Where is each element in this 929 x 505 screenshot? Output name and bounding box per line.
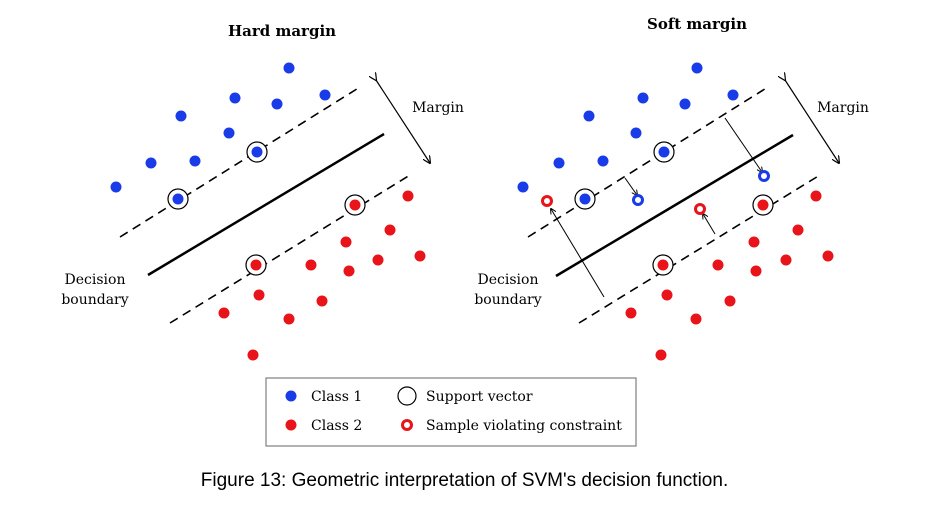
class2-point xyxy=(625,307,637,319)
legend-class1-label: Class 1 xyxy=(311,389,362,405)
class2-point xyxy=(748,236,760,248)
hard-margin-title: Hard margin xyxy=(228,22,336,40)
legend-violating-marker xyxy=(401,419,413,431)
slack-arrow xyxy=(703,214,716,235)
hard-class1-points xyxy=(110,62,331,193)
class2-point xyxy=(661,289,673,301)
class2-point xyxy=(792,224,804,236)
class1-point xyxy=(229,92,241,104)
support-vector xyxy=(653,141,675,163)
soft-decision-label-line2: boundary xyxy=(474,292,541,308)
class1-point xyxy=(727,89,739,101)
soft-margin-panel: Soft margin Margin Decision boundary xyxy=(474,15,869,361)
class1-point xyxy=(637,92,649,104)
violating-sample xyxy=(758,170,770,182)
soft-lower-margin-line xyxy=(578,174,821,324)
slack-arrow xyxy=(624,177,637,195)
hard-margin-panel: Hard margin Margin Decision boundary xyxy=(61,22,464,361)
class1-point xyxy=(691,62,703,74)
soft-decision-label-line1: Decision xyxy=(478,272,539,288)
class2-point xyxy=(822,250,834,262)
violating-sample xyxy=(541,195,553,207)
class2-point xyxy=(414,250,426,262)
class2-point xyxy=(750,265,762,277)
legend-class2-label: Class 2 xyxy=(311,418,362,434)
hard-margin-arrow xyxy=(376,80,430,163)
soft-margin-label: Margin xyxy=(817,100,869,116)
hard-support-vectors xyxy=(167,141,366,276)
hard-lower-margin-line xyxy=(169,174,411,324)
class2-point xyxy=(724,295,736,307)
soft-class2-points xyxy=(625,190,834,361)
soft-class1-points xyxy=(517,62,739,193)
hard-margin-label: Margin xyxy=(412,100,464,116)
class1-point xyxy=(583,110,595,122)
support-vector xyxy=(652,254,674,276)
class2-point xyxy=(402,190,414,202)
soft-support-vectors xyxy=(574,141,774,276)
legend-class1-marker xyxy=(285,390,297,402)
class2-point xyxy=(247,349,259,361)
slack-arrow xyxy=(551,209,605,298)
legend-class2-marker xyxy=(285,419,297,431)
support-vector xyxy=(344,194,366,216)
class2-point xyxy=(343,265,355,277)
hard-decision-label-line1: Decision xyxy=(65,272,126,288)
legend-violating-label: Sample violating constraint xyxy=(426,418,622,434)
violating-sample xyxy=(694,203,706,215)
class1-point xyxy=(597,155,609,167)
class1-point xyxy=(271,98,283,110)
class1-point xyxy=(189,155,201,167)
hard-class2-points xyxy=(218,190,426,361)
hard-decision-label-line2: boundary xyxy=(61,292,128,308)
slack-arrow xyxy=(724,117,762,172)
hard-decision-boundary-line xyxy=(147,132,385,277)
class1-point xyxy=(630,127,642,139)
class1-point xyxy=(283,62,295,74)
class2-point xyxy=(372,254,384,266)
class1-point xyxy=(175,110,187,122)
class2-point xyxy=(283,313,295,325)
legend-support-vector-label: Support vector xyxy=(426,389,533,405)
support-vector xyxy=(245,254,267,276)
class2-point xyxy=(253,289,265,301)
violating-sample xyxy=(632,194,644,206)
class2-point xyxy=(810,190,822,202)
class2-point xyxy=(340,236,352,248)
class2-point xyxy=(690,313,702,325)
support-vector xyxy=(167,188,189,210)
class1-point xyxy=(223,127,235,139)
class1-point xyxy=(553,157,565,169)
class2-point xyxy=(780,254,792,266)
support-vector xyxy=(574,188,596,210)
support-vector xyxy=(246,141,268,163)
legend-support-vector-marker xyxy=(397,386,417,406)
hard-upper-margin-line xyxy=(119,86,361,238)
soft-margin-arrow xyxy=(785,80,839,163)
figure-caption: Figure 13: Geometric interpretation of S… xyxy=(200,470,729,491)
legend: Class 1 Class 2 Support vector Sample vi… xyxy=(265,377,637,447)
class2-point xyxy=(218,307,230,319)
support-vector xyxy=(752,194,774,216)
class1-point xyxy=(145,157,157,169)
soft-upper-margin-line xyxy=(527,86,769,238)
legend-box xyxy=(265,377,637,447)
class2-point xyxy=(655,349,667,361)
soft-decision-boundary-line xyxy=(555,133,794,278)
class2-point xyxy=(712,259,724,271)
class2-point xyxy=(316,295,328,307)
class1-point xyxy=(319,89,331,101)
class2-point xyxy=(384,224,396,236)
class1-point xyxy=(110,181,122,193)
soft-violating-samples xyxy=(541,170,770,215)
class2-point xyxy=(305,259,317,271)
class1-point xyxy=(679,98,691,110)
soft-margin-title: Soft margin xyxy=(647,15,747,33)
class1-point xyxy=(517,181,529,193)
